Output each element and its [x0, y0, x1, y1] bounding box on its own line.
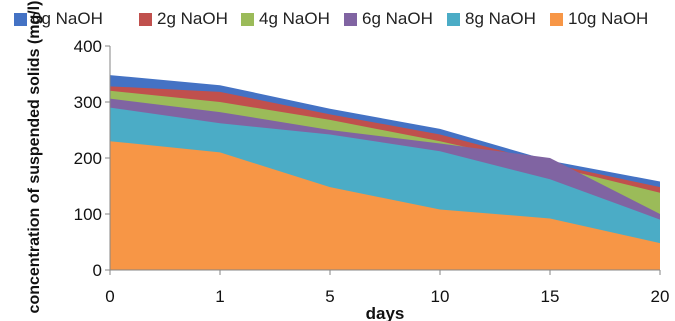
x-tick-label: 5 — [325, 287, 334, 306]
y-tick-label: 0 — [93, 261, 102, 280]
legend-swatch — [447, 12, 460, 26]
legend-label: 6g NaOH — [362, 9, 433, 28]
y-tick-label: 200 — [74, 149, 102, 168]
chart-legend: 0g NaOH 2g NaOH 4g NaOH 6g NaOH 8g NaOH 10g N… — [0, 4, 675, 34]
legend-item: 4g NaOH — [241, 4, 330, 34]
legend-item: 2g NaOH — [139, 4, 228, 34]
y-tick-labels: 0 100 200 300 400 — [74, 37, 110, 280]
y-axis-label: concentration of suspended solids (mg/l) — [26, 1, 43, 314]
y-tick-label: 300 — [74, 93, 102, 112]
x-tick-label: 20 — [651, 287, 670, 306]
legend-swatch — [241, 12, 254, 26]
legend-swatch — [139, 12, 152, 26]
x-tick-label: 0 — [105, 287, 114, 306]
legend-label: 10g NaOH — [568, 9, 649, 28]
x-tick-label: 1 — [215, 287, 224, 306]
x-tick-labels: 0 1 5 10 15 20 — [105, 270, 669, 306]
area-series-10g-naoh — [110, 141, 660, 270]
legend-item: 10g NaOH — [550, 4, 648, 34]
x-tick-label: 15 — [541, 287, 560, 306]
y-tick-label: 100 — [74, 205, 102, 224]
legend-label: 0g NaOH — [32, 9, 103, 28]
legend-swatch — [344, 12, 357, 26]
legend-item: 6g NaOH — [344, 4, 433, 34]
legend-label: 2g NaOH — [157, 9, 228, 28]
legend-item: 0g NaOH — [14, 4, 103, 34]
x-axis-label: days — [366, 304, 405, 321]
legend-label: 8g NaOH — [465, 9, 536, 28]
series-areas — [110, 75, 660, 271]
y-tick-label: 400 — [74, 37, 102, 56]
legend-label: 4g NaOH — [259, 9, 330, 28]
x-tick-label: 10 — [431, 287, 450, 306]
legend-item: 8g NaOH — [447, 4, 536, 34]
legend-swatch — [550, 12, 563, 26]
legend-swatch — [14, 12, 27, 26]
